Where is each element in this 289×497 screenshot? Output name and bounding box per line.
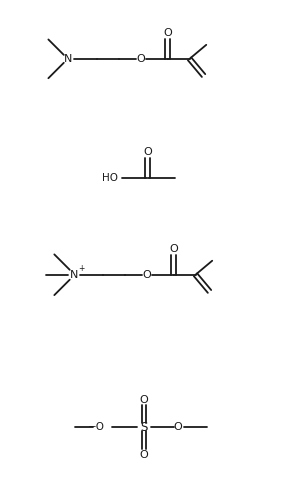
Text: N: N bbox=[69, 270, 78, 280]
Text: −O: −O bbox=[87, 422, 104, 432]
Text: S: S bbox=[140, 421, 148, 434]
Text: O: O bbox=[137, 54, 145, 64]
Text: HO: HO bbox=[102, 172, 118, 183]
Text: O: O bbox=[163, 28, 172, 38]
Text: N: N bbox=[64, 54, 72, 64]
Text: O: O bbox=[142, 270, 151, 280]
Text: O: O bbox=[169, 244, 178, 254]
Text: +: + bbox=[78, 264, 85, 273]
Text: O: O bbox=[173, 422, 182, 432]
Text: O: O bbox=[144, 147, 152, 157]
Text: O: O bbox=[140, 395, 148, 405]
Text: O: O bbox=[140, 450, 148, 460]
